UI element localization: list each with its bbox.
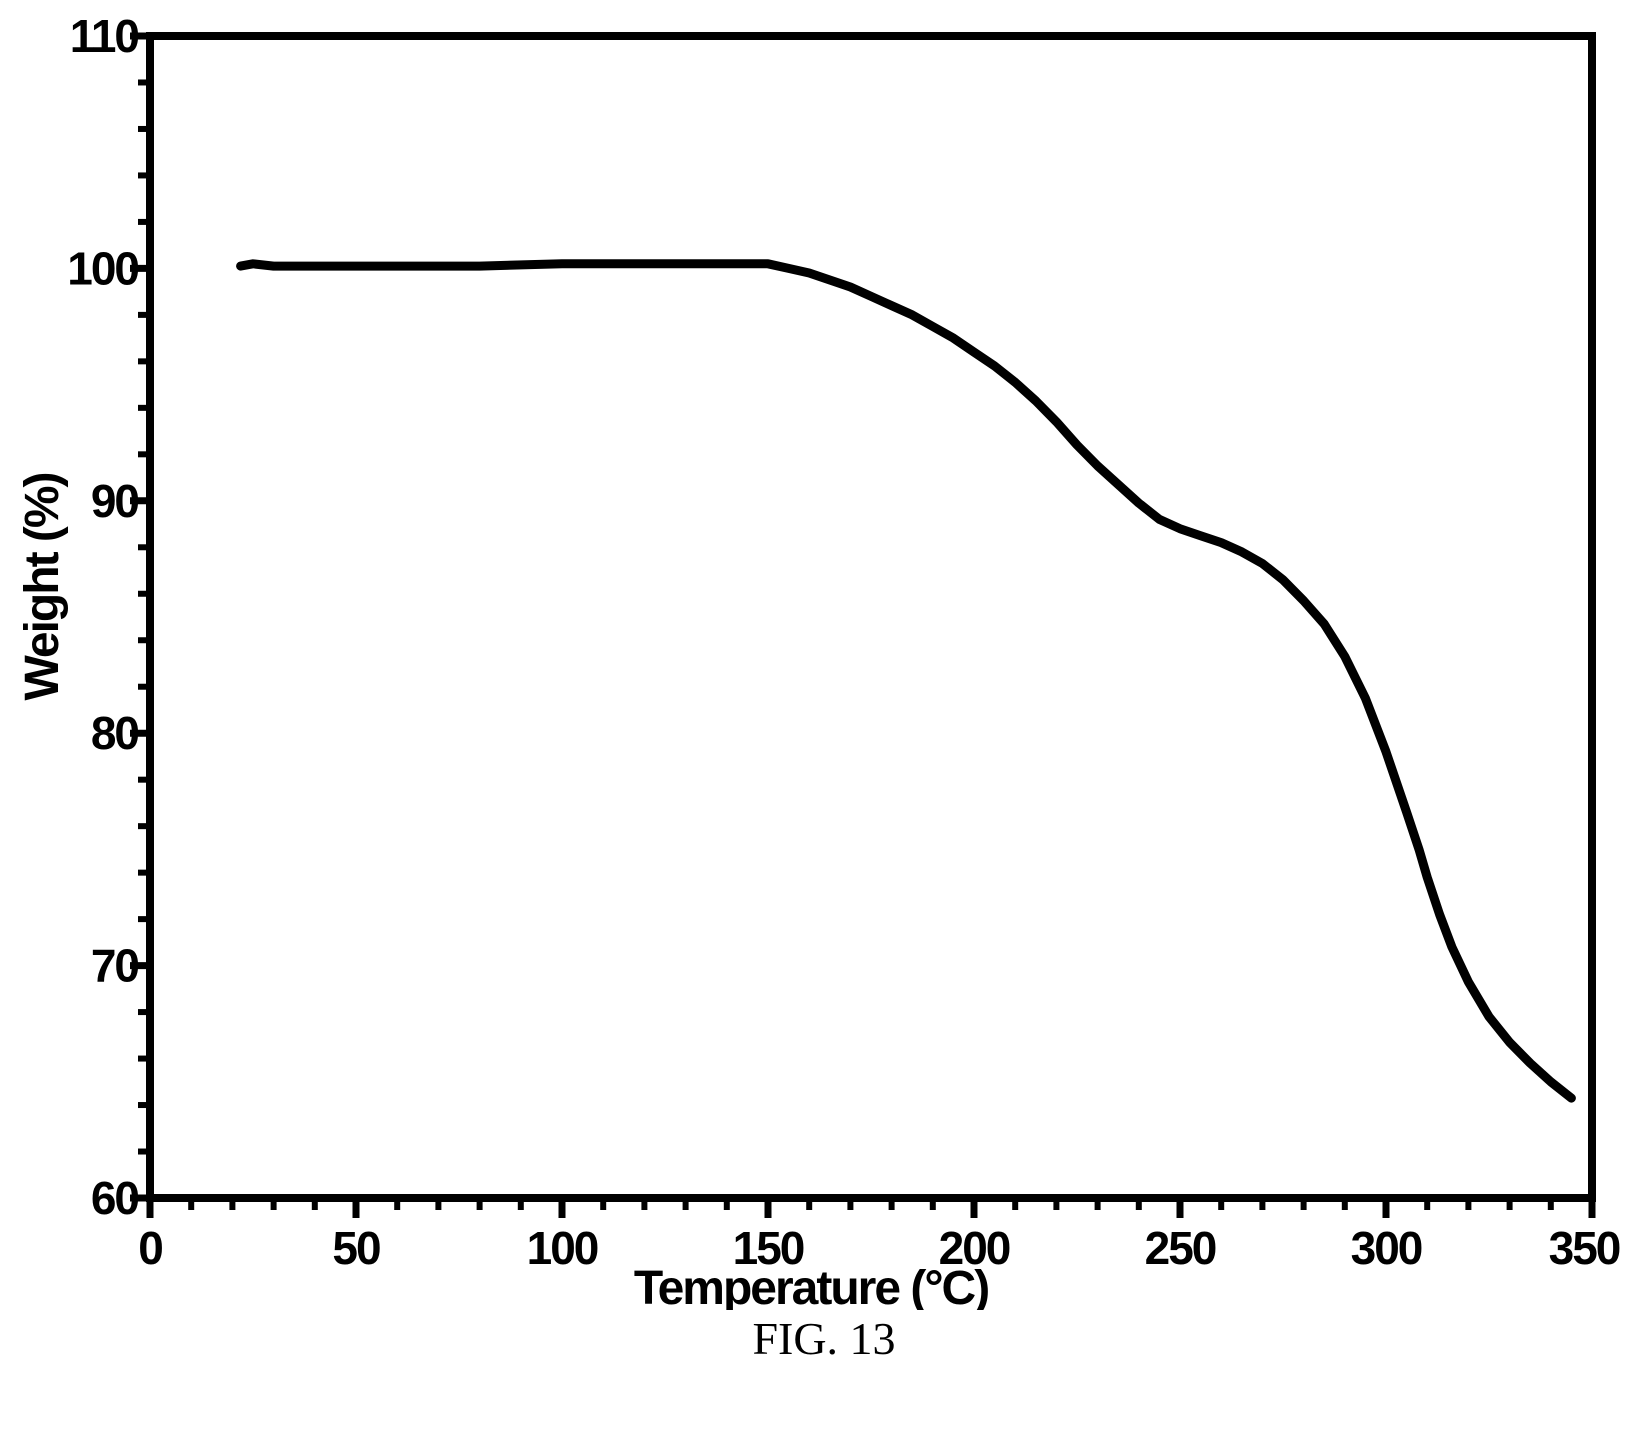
y-tick-label: 70 [91,940,139,992]
y-tick-label: 110 [70,10,139,62]
x-tick-label: 150 [733,1222,804,1274]
x-tick-label: 50 [332,1222,380,1274]
y-tick-label: 80 [91,707,139,759]
weight-curve [236,259,1576,1103]
y-tick-label: 90 [91,475,139,527]
x-tick-label: 200 [939,1222,1010,1274]
tga-chart: 0 50 100 150 200 250 300 350 60 70 80 90 100 110 Temp… [16,10,1622,1310]
x-tick-label: 300 [1351,1222,1422,1274]
x-axis-title: Temperature (°C) [634,1262,988,1310]
y-tick-label: 100 [67,242,138,294]
x-tick-label: 0 [138,1222,162,1274]
axis-ticks [130,32,1596,1218]
x-tick-label: 100 [527,1222,598,1274]
axis-tick-labels: 0 50 100 150 200 250 300 350 60 70 80 90 100 110 [67,10,1622,1274]
figure-caption: FIG. 13 [752,1313,896,1364]
plot-frame [146,32,1596,1202]
x-tick-label: 350 [1549,1222,1620,1274]
y-axis-title: Weight (%) [16,473,69,700]
x-tick-label: 250 [1145,1222,1216,1274]
y-tick-label: 60 [91,1172,139,1224]
